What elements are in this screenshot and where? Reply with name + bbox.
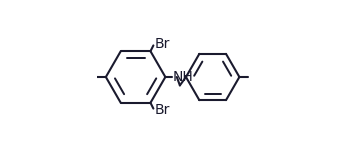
Text: NH: NH	[173, 70, 193, 84]
Text: Br: Br	[155, 37, 170, 51]
Text: Br: Br	[155, 103, 170, 117]
